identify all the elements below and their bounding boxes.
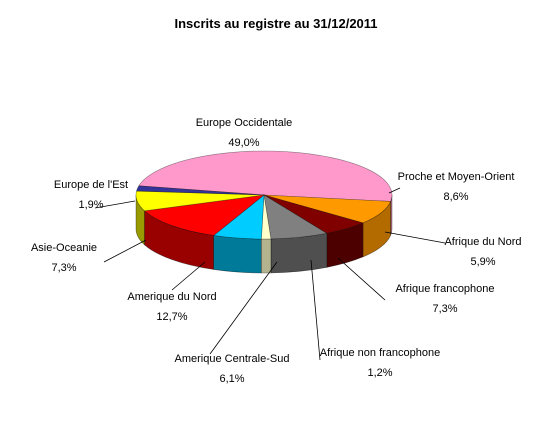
pie-slice-0 xyxy=(138,150,393,202)
pie-side-4 xyxy=(261,238,272,274)
leader-line-7 xyxy=(103,239,147,263)
pie-slice-8 xyxy=(136,185,265,196)
slice-name-label-0: Europe Occidentale xyxy=(196,117,293,129)
slice-value-label-4: 1,2% xyxy=(367,367,392,379)
pie-slice-3 xyxy=(263,194,328,240)
slice-value-label-7: 7,3% xyxy=(51,262,76,274)
slice-value-label-1: 8,6% xyxy=(443,191,468,203)
leader-line-4 xyxy=(310,259,321,361)
leader-line-5 xyxy=(209,261,278,355)
slice-name-label-6: Amerique du Nord xyxy=(127,291,216,303)
slice-name-label-2: Afrique du Nord xyxy=(444,236,521,248)
chart-title: Inscrits au registre au 31/12/2011 xyxy=(174,16,378,31)
pie-side-3 xyxy=(270,232,328,274)
slice-value-label-6: 12,7% xyxy=(156,311,187,323)
slice-name-label-7: Asie-Oceanie xyxy=(31,242,97,254)
slice-name-label-3: Afrique francophone xyxy=(395,283,494,295)
pie-slice-2 xyxy=(263,194,364,234)
pie-side-5 xyxy=(213,235,262,274)
pie-slice-4 xyxy=(261,194,272,240)
pie-slice-5 xyxy=(212,194,265,240)
slice-name-label-5: Amerique Centrale-Sud xyxy=(175,353,290,365)
slice-value-label-5: 6,1% xyxy=(219,373,244,385)
slice-value-label-2: 5,9% xyxy=(470,256,495,268)
leader-line-8 xyxy=(94,200,136,209)
pie-slice-7 xyxy=(135,190,265,212)
pie-slice-1 xyxy=(263,194,392,224)
leader-line-3 xyxy=(337,257,386,301)
leader-line-2 xyxy=(384,231,446,244)
slice-name-label-1: Proche et Moyen-Orient xyxy=(398,171,515,183)
slice-value-label-0: 49,0% xyxy=(228,137,259,149)
slice-value-label-3: 7,3% xyxy=(432,303,457,315)
slice-value-label-8: 1,9% xyxy=(78,199,103,211)
leader-line-6 xyxy=(171,261,206,291)
slice-name-label-4: Afrique non francophone xyxy=(320,347,440,359)
pie-slice-6 xyxy=(143,194,266,236)
slice-name-label-8: Europe de l'Est xyxy=(54,179,128,191)
leader-line-1 xyxy=(388,187,401,194)
